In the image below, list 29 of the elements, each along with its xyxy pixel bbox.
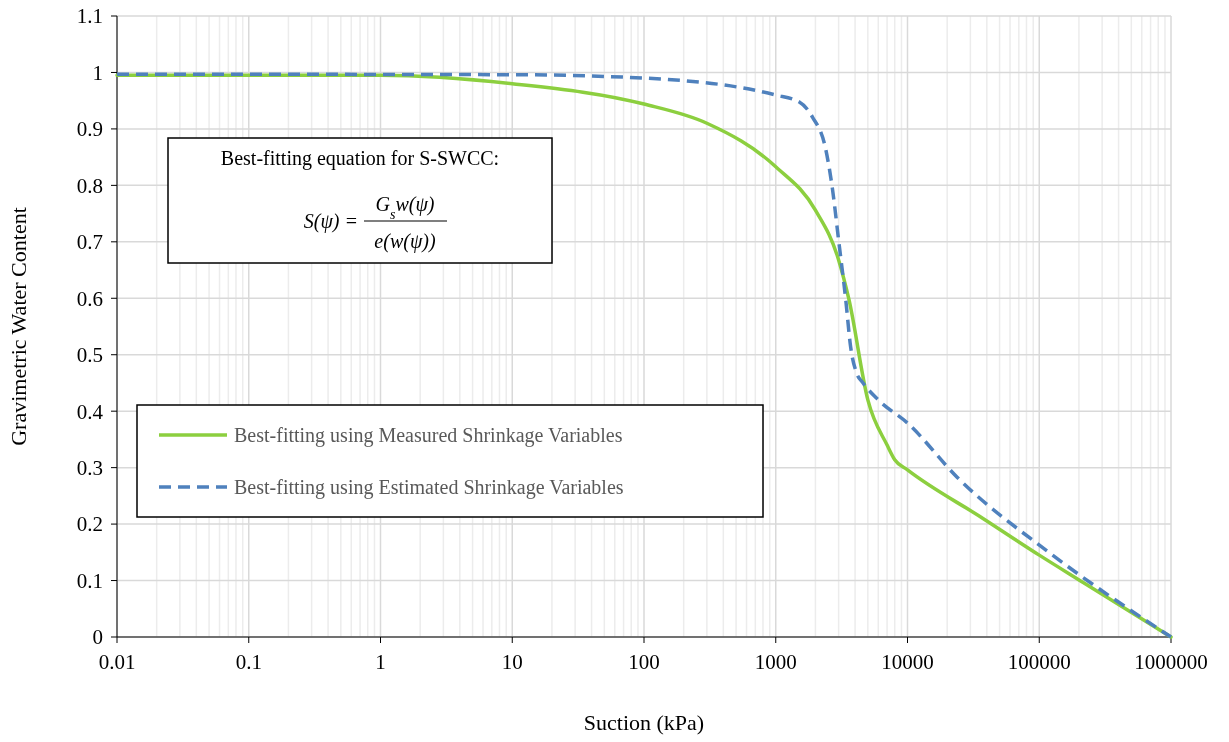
y-tick-label: 0.9 — [76, 117, 103, 142]
annotation: S(ψ) = — [303, 210, 358, 233]
x-tick-label: 1 — [375, 650, 386, 674]
annotation: G$_{s}$w(ψ) — [375, 193, 435, 222]
annotation: Best-fitting equation for S-SWCC: — [220, 147, 500, 170]
y-tick-label: 0.4 — [76, 399, 104, 424]
x-tick-label: 0.1 — [235, 650, 262, 674]
y-tick-label: 0.5 — [76, 343, 103, 368]
x-tick-label: 0.01 — [98, 650, 136, 674]
y-tick-label: 0.7 — [76, 230, 103, 255]
x-tick-label: 100000 — [1007, 650, 1071, 674]
legend-label: Best-fitting using Measured Shrinkage Variables — [234, 424, 623, 447]
annotation: e(w(ψ)) — [374, 230, 436, 253]
y-tick-label: 1 — [92, 60, 103, 85]
y-tick-label: 0.1 — [76, 568, 103, 593]
y-tick-label: 0.3 — [76, 455, 103, 480]
legend-label: Best-fitting using Estimated Shrinkage Variables — [234, 476, 624, 499]
x-tick-label: 10000 — [881, 650, 934, 674]
y-tick-label: 0.2 — [76, 512, 103, 537]
y-tick-label: 0 — [92, 625, 103, 650]
x-tick-label: 10 — [501, 650, 523, 674]
x-axis-title: Suction (kPa) — [583, 710, 705, 735]
y-tick-label: 1.1 — [76, 4, 103, 29]
y-tick-label: 0.8 — [76, 173, 103, 198]
x-tick-label: 100 — [628, 650, 660, 674]
x-tick-label: 1000000 — [1134, 650, 1208, 674]
x-tick-label: 1000 — [754, 650, 797, 674]
y-axis-title: Gravimetric Water Content — [6, 207, 31, 446]
y-tick-label: 0.6 — [76, 286, 103, 311]
